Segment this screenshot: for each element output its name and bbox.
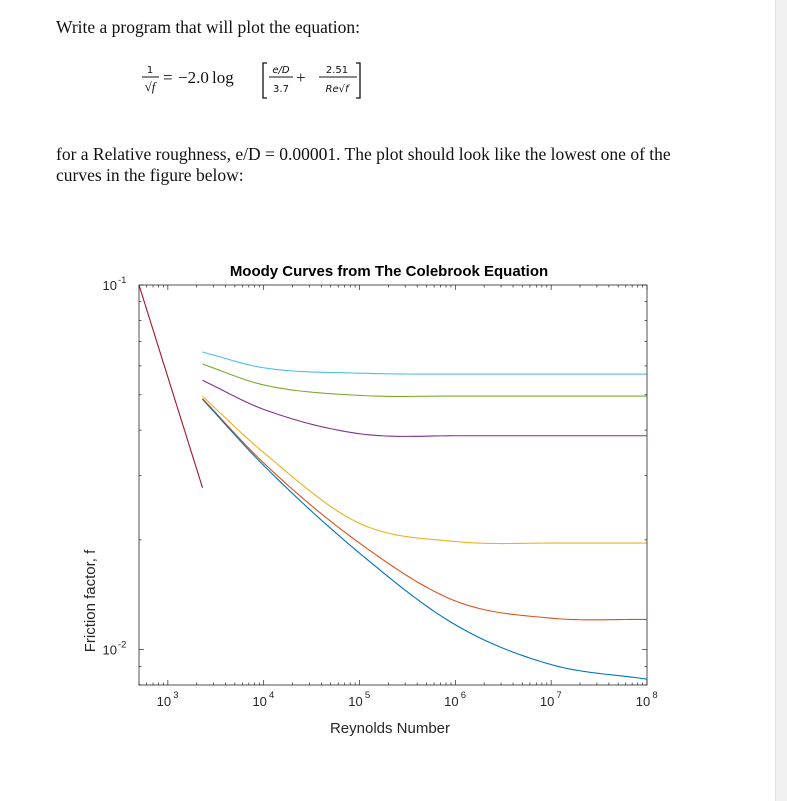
eq-lhs-numerator: 1: [147, 65, 153, 76]
x-tick-label-exponent: 3: [173, 690, 178, 701]
axis-layer: 10 3 10 4 10 5 10 6 10 7 10 810 -110 -2: [103, 275, 658, 709]
x-axis-label: Reynolds Number: [330, 720, 450, 737]
vertical-scrollbar[interactable]: [775, 0, 787, 801]
x-tick-label: 10: [636, 694, 650, 709]
eq-term1-numerator: e/D: [272, 65, 290, 76]
y-tick-label: 10: [103, 278, 117, 293]
y-tick-label-exponent: -1: [118, 275, 126, 286]
series-line-6: [202, 398, 648, 621]
eq-right-bracket: [356, 62, 361, 99]
y-tick-label: 10: [103, 643, 117, 658]
series-line-4: [202, 379, 647, 437]
series-line-1: [138, 284, 204, 488]
eq-log: log: [212, 68, 234, 87]
x-tick-label: 10: [444, 694, 458, 709]
x-tick-label: 10: [348, 694, 362, 709]
plot-layer: [138, 284, 648, 680]
x-tick-label: 10: [252, 694, 266, 709]
plot-frame: [138, 284, 648, 686]
colebrook-equation: 1 √f = −2.0 log e/D 3.7 + 2.51 Re√f: [142, 62, 361, 99]
eq-coefficient: −2.0: [178, 68, 209, 87]
series-line-3: [202, 363, 647, 397]
x-tick-label-exponent: 5: [365, 690, 370, 701]
eq-left-bracket: [262, 62, 267, 99]
eq-term2-numerator: 2.51: [326, 65, 348, 76]
x-tick-label: 10: [540, 694, 554, 709]
eq-term2-denominator: Re√f: [326, 84, 350, 95]
x-tick-label-exponent: 7: [557, 690, 562, 701]
eq-term1-denominator: 3.7: [273, 84, 289, 95]
context-text: for a Relative roughness, e/D = 0.00001.…: [56, 144, 671, 185]
y-axis-label: Friction factor, f: [82, 549, 99, 652]
x-tick-label-exponent: 6: [461, 690, 466, 701]
intro-text: Write a program that will plot the equat…: [56, 17, 361, 37]
eq-lhs-denominator: √f: [145, 79, 158, 94]
moody-chart: Moody Curves from The Colebrook Equation…: [82, 263, 658, 737]
x-tick-label: 10: [157, 694, 171, 709]
x-tick-label-exponent: 4: [269, 690, 274, 701]
y-tick-label-exponent: -2: [118, 640, 126, 651]
series-line-2: [202, 351, 647, 375]
series-line-5: [202, 395, 647, 545]
eq-plus: +: [296, 68, 306, 87]
eq-equals: =: [163, 68, 173, 87]
x-tick-label-exponent: 8: [652, 690, 657, 701]
series-line-7: [202, 398, 648, 680]
chart-title: Moody Curves from The Colebrook Equation: [230, 263, 548, 280]
